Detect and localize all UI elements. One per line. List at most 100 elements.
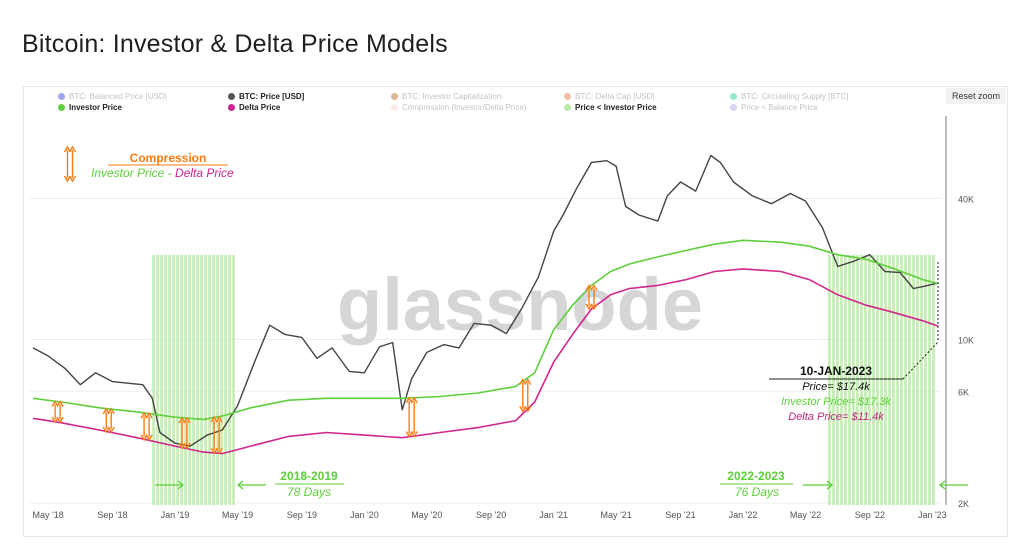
compression-arrow bbox=[585, 284, 598, 311]
legend-item[interactable]: Price < Balance Price bbox=[730, 103, 818, 112]
callout-price: Price= $17.4k bbox=[802, 381, 870, 393]
legend-label: BTC: Delta Cap [USD] bbox=[575, 92, 655, 101]
shaded-period-bar bbox=[228, 255, 231, 505]
shaded-period-bar bbox=[912, 255, 915, 505]
x-tick-label: Jan '21 bbox=[539, 510, 568, 520]
compression-arrow bbox=[51, 400, 64, 424]
arrow-head-down bbox=[215, 447, 223, 455]
arrow-head-down bbox=[56, 416, 64, 424]
shaded-period-bar bbox=[836, 255, 839, 505]
shaded-period-bar bbox=[908, 255, 911, 505]
legend-label: Price < Investor Price bbox=[575, 103, 657, 112]
legend-swatch bbox=[58, 93, 65, 100]
period2-days: 76 Days bbox=[735, 485, 779, 499]
shaded-period-bar bbox=[896, 255, 899, 505]
compression-legend-arrow bbox=[63, 145, 77, 183]
shaded-period-bar bbox=[192, 255, 195, 505]
arrow-head-up bbox=[102, 407, 110, 415]
arrow-head-up bbox=[405, 396, 413, 404]
arrow-head-up bbox=[519, 378, 527, 385]
arrow-head-down bbox=[107, 426, 115, 434]
y-tick-label: 2K bbox=[958, 499, 969, 509]
period1-right-arrow bbox=[236, 480, 266, 490]
compression-arrow bbox=[519, 378, 532, 413]
arrow-head-down bbox=[178, 442, 186, 450]
arrow-head-up bbox=[210, 415, 218, 423]
shaded-period-bar bbox=[220, 255, 223, 505]
arrow-head-down bbox=[183, 442, 191, 450]
legend-item[interactable]: Compression (Investor/Delta Price) bbox=[391, 103, 526, 112]
compression-arrow bbox=[210, 415, 223, 455]
x-tick-label: Sep '21 bbox=[665, 510, 695, 520]
shaded-period-bar bbox=[180, 255, 183, 505]
arrow-head-up bbox=[51, 400, 59, 407]
legend-swatch bbox=[58, 104, 65, 111]
arrow-head-up bbox=[183, 416, 191, 424]
shaded-period-bar bbox=[200, 255, 203, 505]
legend-item[interactable]: Investor Price bbox=[58, 103, 122, 112]
shaded-period-bar bbox=[888, 255, 891, 505]
shaded-period-bar bbox=[872, 255, 875, 505]
chart-frame bbox=[23, 86, 1008, 537]
shaded-period-bar bbox=[852, 255, 855, 505]
arrow-head-up bbox=[63, 145, 72, 153]
page-title: Bitcoin: Investor & Delta Price Models bbox=[22, 30, 448, 58]
x-tick-label: Sep '22 bbox=[855, 510, 885, 520]
reset-zoom-button[interactable]: Reset zoom bbox=[946, 88, 1006, 104]
period1-left-arrow bbox=[155, 480, 185, 490]
shaded-period-bar bbox=[208, 255, 211, 505]
arrow-head-up bbox=[524, 378, 532, 385]
x-tick-label: May '21 bbox=[601, 510, 632, 520]
legend-swatch bbox=[228, 104, 235, 111]
legend-item[interactable]: Price < Investor Price bbox=[564, 103, 657, 112]
shaded-period-bar bbox=[856, 255, 859, 505]
arrow-head-up bbox=[68, 145, 77, 153]
legend-swatch bbox=[730, 104, 737, 111]
legend-item[interactable]: BTC: Circulating Supply [BTC] bbox=[730, 92, 849, 101]
compression-arrow bbox=[102, 407, 115, 434]
shaded-period-bar bbox=[216, 255, 219, 505]
legend-item[interactable]: Delta Price bbox=[228, 103, 280, 112]
arrow-head-up bbox=[178, 416, 186, 424]
legend-item[interactable]: BTC: Price [USD] bbox=[228, 92, 304, 101]
shaded-period-bar bbox=[828, 255, 831, 505]
period1-title: 2018-2019 bbox=[280, 469, 338, 483]
legend-label: Investor Price bbox=[69, 103, 122, 112]
legend-label: Price < Balance Price bbox=[741, 103, 818, 112]
arrow-head-down bbox=[145, 434, 153, 442]
arrow-head-down bbox=[140, 434, 148, 442]
period2-left-arrow bbox=[803, 480, 834, 490]
arrow-head bbox=[826, 480, 834, 490]
arrow-head-down bbox=[519, 405, 527, 413]
legend-item[interactable]: BTC: Investor Capitalization bbox=[391, 92, 501, 101]
arrow-head-up bbox=[585, 284, 593, 291]
x-tick-label: Sep '18 bbox=[97, 510, 127, 520]
shaded-period-bar bbox=[224, 255, 227, 505]
callout-leader bbox=[902, 341, 939, 380]
shaded-period-bar bbox=[916, 255, 919, 505]
x-tick-label: Jan '23 bbox=[918, 510, 947, 520]
arrow-head-down bbox=[210, 447, 218, 455]
compression-arrow bbox=[178, 416, 191, 450]
shaded-period-bar bbox=[892, 255, 895, 505]
legend-item[interactable]: BTC: Balanced Price [USD] bbox=[58, 92, 167, 101]
arrow-head-down bbox=[63, 175, 72, 183]
shaded-period-bar bbox=[844, 255, 847, 505]
shaded-period-bar bbox=[176, 255, 179, 505]
legend-item[interactable]: BTC: Delta Cap [USD] bbox=[564, 92, 655, 101]
arrow-head-down bbox=[524, 405, 532, 413]
shaded-period-bar bbox=[152, 255, 155, 505]
shaded-period-bar bbox=[164, 255, 167, 505]
x-tick-label: May '20 bbox=[411, 510, 442, 520]
period1-days: 78 Days bbox=[287, 485, 331, 499]
x-tick-label: Jan '22 bbox=[729, 510, 758, 520]
period2-title: 2022-2023 bbox=[727, 469, 785, 483]
shaded-period-bar bbox=[840, 255, 843, 505]
shaded-period-bar bbox=[876, 255, 879, 505]
shaded-period-bar bbox=[168, 255, 171, 505]
x-tick-label: Jan '20 bbox=[350, 510, 379, 520]
shaded-period-bar bbox=[868, 255, 871, 505]
x-tick-label: May '22 bbox=[790, 510, 821, 520]
shaded-period-bar bbox=[864, 255, 867, 505]
